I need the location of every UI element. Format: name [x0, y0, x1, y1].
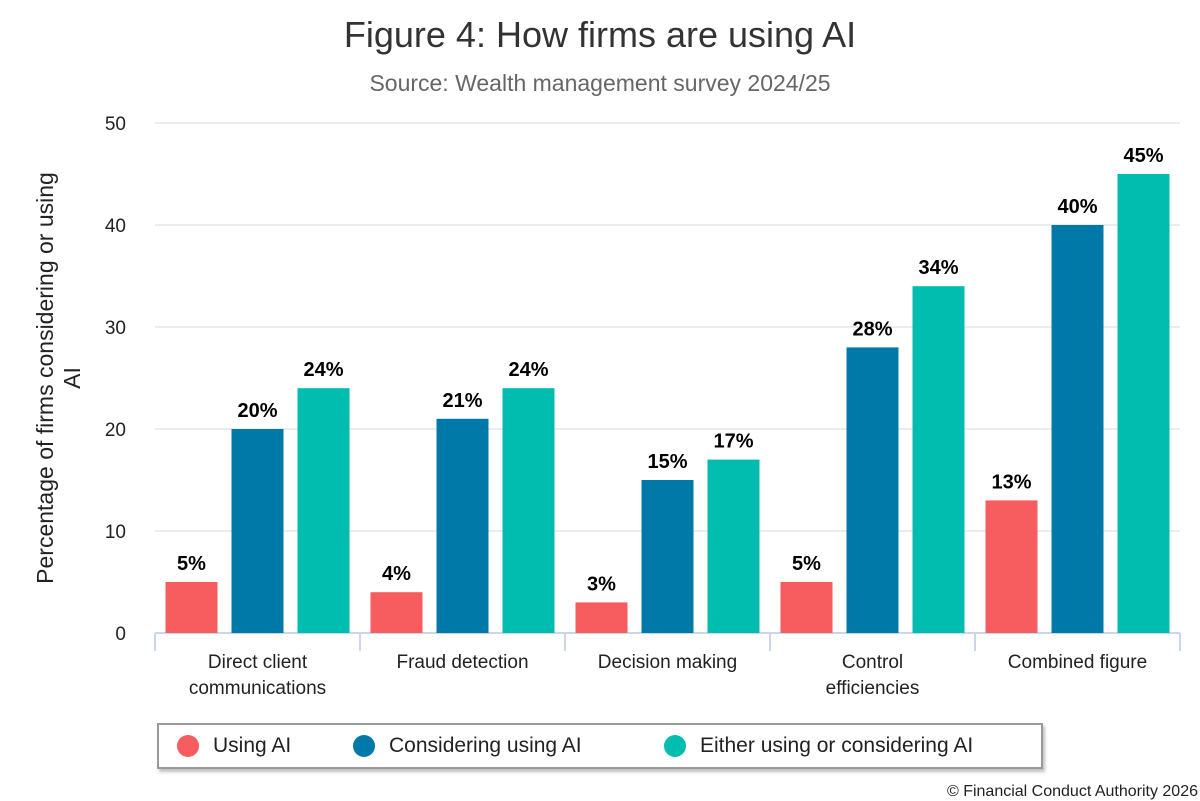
bar	[370, 592, 423, 633]
bar	[502, 388, 555, 633]
data-label: 24%	[508, 359, 548, 381]
bar	[641, 480, 694, 633]
bar	[436, 418, 489, 633]
bars	[165, 174, 1170, 633]
bar	[1117, 174, 1170, 633]
y-axis-ticks: 0 10 20 30 40 50	[105, 114, 126, 645]
data-label: 5%	[792, 553, 821, 575]
legend-swatch	[664, 735, 686, 757]
legend-label: Considering using AI	[389, 734, 582, 757]
legend-swatch	[353, 735, 375, 757]
bar	[707, 459, 760, 633]
copyright-credit: © Financial Conduct Authority 2026	[946, 783, 1198, 800]
chart-subtitle: Source: Wealth management survey 2024/25	[369, 70, 831, 96]
data-label: 40%	[1057, 196, 1097, 218]
y-tick-label: 0	[115, 624, 126, 645]
bar	[912, 286, 965, 633]
legend-item[interactable]: Considering using AI	[353, 725, 582, 767]
legend-item[interactable]: Either using or considering AI	[664, 725, 973, 767]
y-axis-title: Percentage of firms considering or using…	[32, 172, 85, 584]
chart-title: Figure 4: How firms are using AI	[343, 14, 857, 55]
bar	[575, 602, 628, 633]
bar	[985, 500, 1038, 633]
data-label: 34%	[918, 257, 958, 279]
legend-label: Either using or considering AI	[700, 734, 974, 757]
bar	[780, 582, 833, 633]
bar	[1051, 225, 1104, 633]
legend-item[interactable]: Using AI	[177, 725, 291, 767]
y-tick-label: 50	[105, 114, 126, 135]
bar	[297, 388, 350, 633]
legend-label: Using AI	[213, 734, 292, 757]
legend: Using AI Considering using AI Either using…	[157, 723, 1043, 769]
bar	[231, 429, 284, 633]
data-label: 45%	[1123, 145, 1163, 167]
x-axis-labels: Direct client communications Fraud detecti…	[189, 652, 1147, 699]
x-category-label: Combined figure	[1008, 652, 1147, 673]
data-label: 17%	[713, 431, 753, 453]
x-category-label: Decision making	[598, 652, 737, 673]
data-label: 28%	[852, 318, 892, 340]
data-labels: 5% 20% 24% 4% 21% 24% 3% 15% 17% 5% 28% 34% 13% 40% 45…	[177, 145, 1164, 595]
data-label: 5%	[177, 553, 206, 575]
x-axis	[154, 632, 1181, 651]
legend-swatch	[177, 735, 199, 757]
data-label: 15%	[647, 451, 687, 473]
data-label: 24%	[303, 359, 343, 381]
x-category-label: Direct client communications	[189, 652, 326, 699]
x-category-label: Fraud detection	[396, 652, 528, 673]
y-tick-label: 30	[105, 318, 126, 339]
data-label: 21%	[442, 390, 482, 412]
y-tick-label: 10	[105, 522, 126, 543]
bar	[846, 347, 899, 633]
data-label: 13%	[991, 471, 1031, 493]
y-tick-label: 20	[105, 420, 126, 441]
y-tick-label: 40	[105, 216, 126, 237]
data-label: 20%	[237, 400, 277, 422]
data-label: 4%	[382, 563, 411, 585]
x-category-label: Control efficiencies	[826, 652, 920, 699]
bar	[165, 582, 218, 633]
data-label: 3%	[587, 573, 616, 595]
chart-plot: 0 10 20 30 40 50 5% 20% 24% 4% 21% 24% 3% 15% 17% 5% 28…	[32, 114, 1181, 699]
